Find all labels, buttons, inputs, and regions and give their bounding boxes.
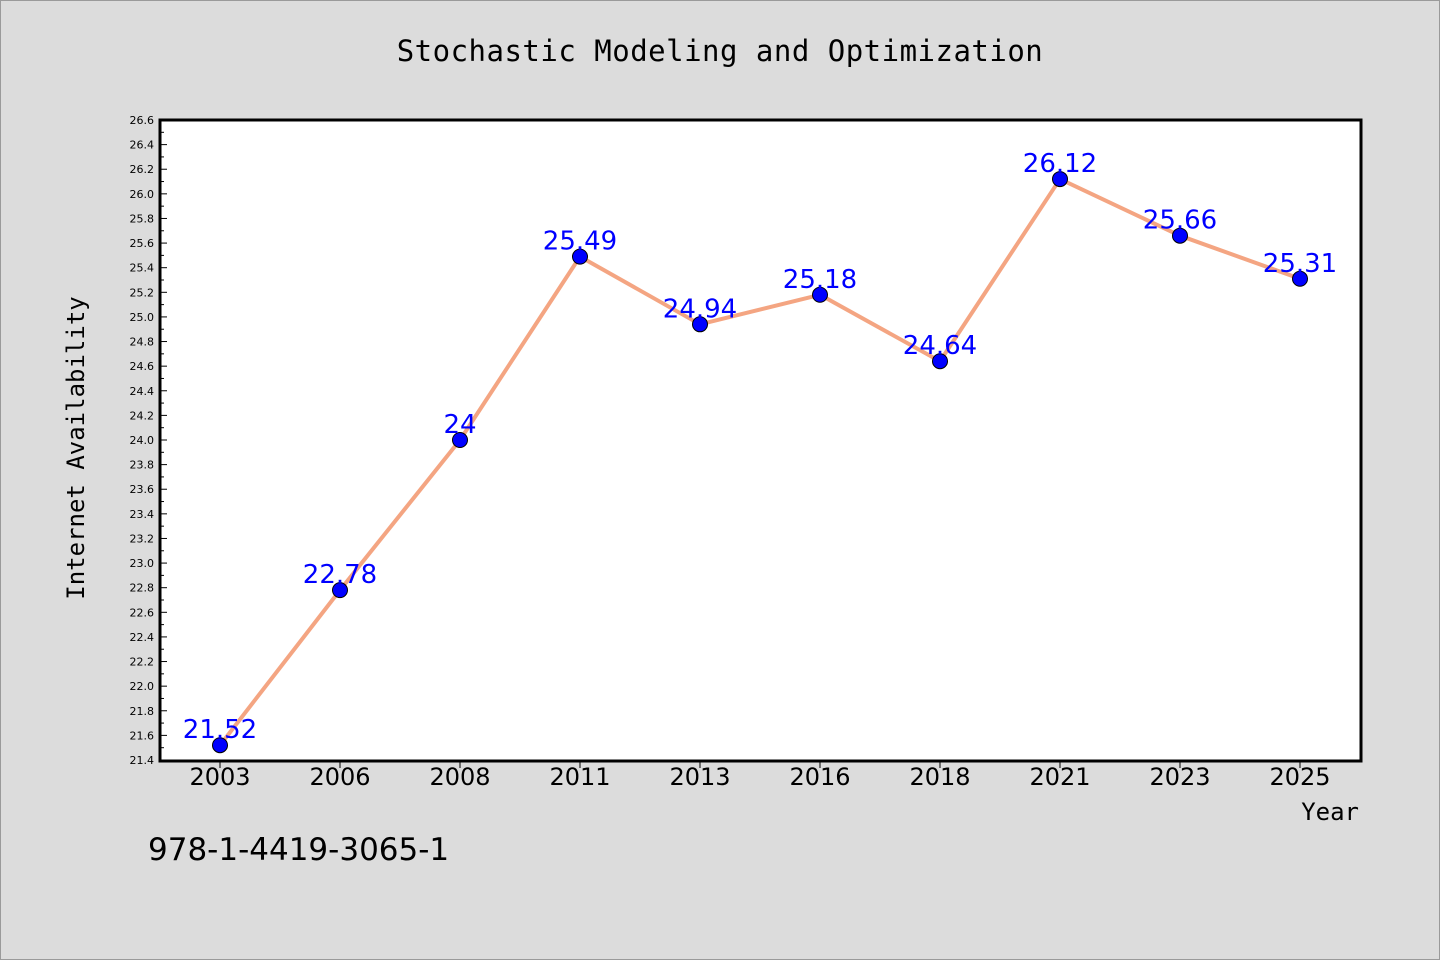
- x-tick-label: 2003: [189, 763, 250, 791]
- data-label: 24: [443, 410, 476, 440]
- y-tick-label: 23.8: [130, 459, 155, 472]
- data-point: [1292, 270, 1308, 287]
- data-label: 25.49: [543, 227, 617, 257]
- data-label: 24.64: [903, 331, 977, 361]
- y-tick-label: 25.6: [130, 237, 155, 250]
- data-label: 25.66: [1143, 206, 1217, 236]
- y-tick-label: 24.2: [130, 409, 155, 422]
- data-label: 26.12: [1023, 149, 1097, 179]
- y-tick-label: 22.0: [130, 680, 155, 693]
- x-tick-label: 2021: [1029, 763, 1090, 791]
- data-label: 21.52: [183, 715, 257, 745]
- y-tick-label: 22.8: [130, 582, 155, 595]
- y-tick-label: 22.6: [130, 606, 155, 619]
- y-tick-label: 25.2: [130, 286, 155, 299]
- y-tick-label: 24.8: [130, 336, 155, 349]
- y-tick-label: 24.0: [130, 434, 155, 447]
- y-tick-label: 26.0: [130, 188, 155, 201]
- x-tick-label: 2011: [549, 763, 610, 791]
- y-tick-label: 25.4: [130, 262, 155, 275]
- y-tick-label: 24.6: [130, 360, 155, 373]
- y-tick-label: 25.0: [130, 311, 155, 324]
- data-point: [572, 248, 588, 265]
- data-point: [332, 582, 348, 599]
- data-point: [932, 353, 948, 370]
- x-axis-label: Year: [1301, 798, 1359, 826]
- x-tick-label: 2018: [909, 763, 970, 791]
- data-point: [1172, 227, 1188, 244]
- data-labels: 21.52 22.78 24 25.49 24.94 25.18 24.64 26.12 25.…: [183, 149, 1337, 745]
- y-tick-label: 22.4: [130, 631, 155, 644]
- data-point: [212, 737, 228, 754]
- y-tick-label: 23.4: [130, 508, 155, 521]
- y-tick-label: 22.2: [130, 656, 155, 669]
- y-axis-label: Internet Availability: [62, 296, 90, 599]
- data-label: 25.31: [1263, 249, 1337, 279]
- chart-title: Stochastic Modeling and Optimization: [396, 34, 1044, 68]
- y-tick-label: 21.6: [130, 729, 155, 742]
- y-tick-label: 25.8: [130, 212, 155, 225]
- y-axis-ticks: 21.4 21.6 21.8 22.0 22.2 22.4 22.6 22.8 23.0 23.2…: [130, 114, 167, 767]
- data-point: [452, 432, 468, 448]
- data-label: 24.94: [663, 294, 737, 324]
- y-tick-label: 26.6: [130, 114, 155, 127]
- data-label: 25.18: [783, 265, 857, 295]
- y-tick-label: 26.2: [130, 163, 155, 176]
- x-tick-label: 2025: [1269, 763, 1330, 791]
- data-point: [1052, 171, 1068, 188]
- y-tick-label: 24.4: [130, 385, 155, 398]
- y-tick-label: 23.6: [130, 483, 155, 496]
- y-tick-label: 26.4: [130, 139, 155, 152]
- data-markers: [212, 171, 1308, 754]
- x-tick-label: 2013: [669, 763, 730, 791]
- series-line: [218, 177, 1301, 747]
- isbn-text: 978-1-4419-3065-1: [148, 832, 450, 868]
- y-tick-label: 21.8: [130, 705, 155, 718]
- y-tick-label: 23.0: [130, 557, 155, 570]
- x-tick-label: 2008: [429, 763, 490, 791]
- series-line-group: [218, 177, 1301, 747]
- data-label: 22.78: [303, 560, 377, 590]
- data-point: [812, 286, 828, 303]
- y-tick-label: 23.2: [130, 532, 155, 545]
- y-tick-label: 21.4: [130, 754, 155, 767]
- x-tick-label: 2016: [789, 763, 850, 791]
- x-tick-label: 2006: [309, 763, 370, 791]
- x-tick-label: 2023: [1149, 763, 1210, 791]
- x-axis-ticks: 2003 2006 2008 2011 2013 2016 2018 2021 2023 2025: [189, 760, 1331, 791]
- data-point: [692, 316, 708, 333]
